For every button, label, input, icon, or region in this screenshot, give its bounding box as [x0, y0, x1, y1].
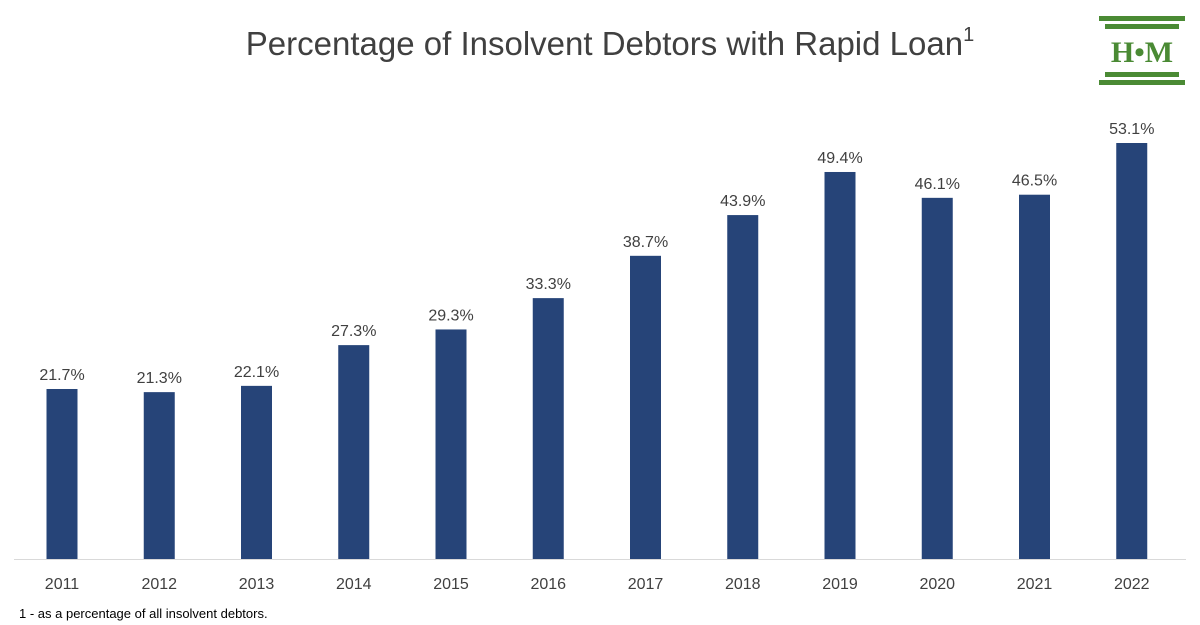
bar-2016 — [532, 298, 564, 559]
x-tick-label-2019: 2019 — [822, 576, 858, 593]
bar-value-label-2013: 22.1% — [234, 364, 279, 381]
chart-title-text: Percentage of Insolvent Debtors with Rap… — [245, 25, 964, 62]
bar-value-label-2012: 21.3% — [137, 370, 182, 387]
bar-value-label-2017: 38.7% — [623, 234, 668, 251]
bar-2017 — [630, 255, 661, 560]
bar-value-label-2022: 53.1% — [1109, 121, 1154, 138]
logo-text: H•M — [1111, 36, 1173, 69]
x-tick-label-2016: 2016 — [530, 576, 566, 593]
bar-2012 — [143, 392, 175, 559]
bar-value-label-2016: 33.3% — [526, 276, 571, 293]
x-tick-label-2021: 2021 — [1017, 576, 1053, 593]
logo-bottom-bar-1 — [1105, 72, 1179, 77]
footnote: 1 - as a percentage of all insolvent deb… — [19, 606, 268, 621]
x-tick-label-2012: 2012 — [141, 576, 177, 593]
bar-value-label-2018: 43.9% — [720, 193, 765, 210]
x-tick-label-2011: 2011 — [45, 576, 80, 593]
bar-2018 — [727, 215, 759, 560]
x-tick-label-2015: 2015 — [433, 576, 469, 593]
bar-2021 — [1019, 194, 1050, 559]
bar-value-label-2021: 46.5% — [1012, 173, 1057, 190]
bar-2022 — [1116, 143, 1148, 559]
x-tick-label-2018: 2018 — [725, 576, 761, 593]
bars-group: 21.7% 2011 21.3% 2012 22.1% 2013 27.3% 2014 29.3… — [39, 121, 1154, 593]
bar-2019 — [824, 171, 856, 559]
x-tick-label-2013: 2013 — [239, 576, 275, 593]
bar-value-label-2020: 46.1% — [915, 176, 960, 193]
bar-2014 — [338, 345, 370, 559]
logo-top-bar-2 — [1105, 24, 1179, 29]
bar-2013 — [241, 385, 272, 559]
hm-logo: H•M — [1099, 16, 1185, 85]
bar-value-label-2019: 49.4% — [817, 150, 862, 167]
bar-2011 — [46, 388, 78, 559]
x-tick-label-2020: 2020 — [919, 576, 955, 593]
x-tick-label-2014: 2014 — [336, 576, 372, 593]
logo-top-bar-1 — [1099, 16, 1185, 21]
bar-value-label-2014: 27.3% — [331, 323, 376, 340]
bar-2015 — [435, 329, 467, 559]
x-tick-label-2022: 2022 — [1114, 576, 1150, 593]
chart-title-footnote-marker: 1 — [963, 24, 975, 46]
bar-value-label-2015: 29.3% — [428, 307, 473, 324]
bar-2020 — [921, 197, 953, 560]
x-tick-label-2017: 2017 — [628, 576, 664, 593]
bar-value-label-2011: 21.7% — [39, 367, 84, 384]
logo-bottom-bar-2 — [1099, 80, 1185, 85]
chart-title: Percentage of Insolvent Debtors with Rap… — [0, 24, 1200, 63]
